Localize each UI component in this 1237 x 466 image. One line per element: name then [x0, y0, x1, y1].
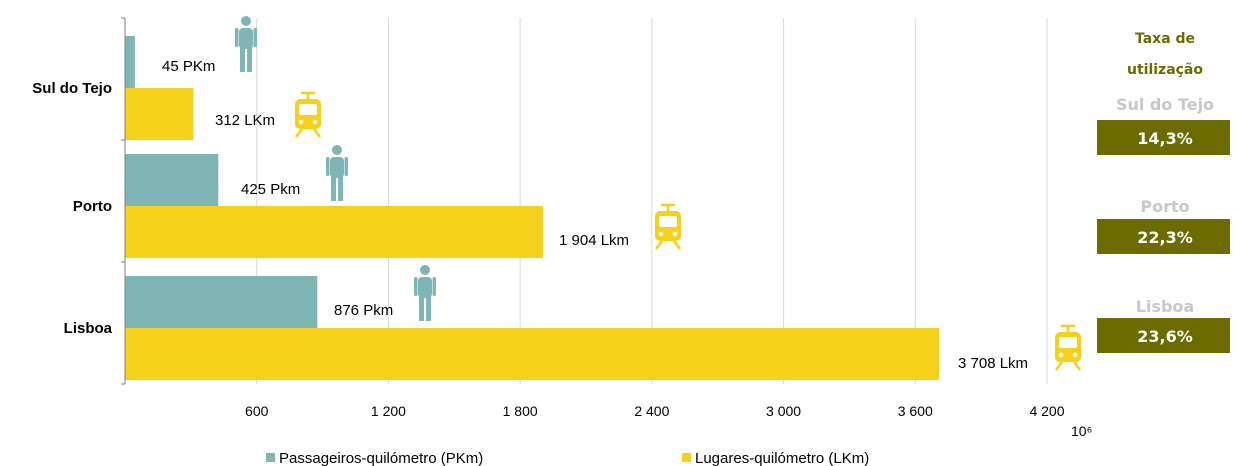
tram-rail: [313, 128, 321, 138]
category-labels: Sul do Tejo Porto Lisboa: [32, 80, 112, 337]
bars: [125, 36, 939, 380]
legend-label: Passageiros-quilómetro (PKm): [279, 450, 483, 466]
person-leg: [338, 176, 343, 201]
y-axis: [121, 17, 126, 385]
person-leg: [247, 47, 252, 72]
person-leg: [426, 296, 431, 321]
tram-icon: [1055, 324, 1081, 371]
pkm-bar: [125, 36, 135, 88]
x-tick-labels: 600 1 200 1 800 2 400 3 000 3 600 4 200: [245, 403, 1065, 419]
legend-swatch: [682, 453, 691, 462]
legend: Passageiros-quilómetro (PKm) Lugares-quil…: [266, 450, 869, 466]
tram-window: [299, 104, 317, 115]
tram-rail: [295, 128, 303, 138]
tram-light: [312, 119, 318, 125]
data-labels: 45 PKm 312 LKm 425 Pkm 1 904 Lkm 876 Pkm 3 70…: [162, 58, 1028, 372]
category-label: Porto: [73, 198, 112, 215]
person-head: [241, 16, 251, 26]
person-leg: [240, 47, 245, 72]
utilization-badge: [1097, 120, 1230, 155]
person-leg: [331, 176, 336, 201]
tram-window: [659, 216, 677, 227]
utilization-badge: [1097, 318, 1230, 353]
utilization-value: 23,6%: [1137, 327, 1193, 346]
tram-rail: [1073, 361, 1081, 371]
x-tick-label: 3 000: [766, 403, 801, 419]
utilization-badge: [1097, 219, 1230, 254]
x-tick-label: 1 800: [503, 403, 538, 419]
person-arm: [235, 28, 239, 47]
gridlines: [256, 18, 1048, 384]
region-label: Porto: [1140, 197, 1189, 216]
person-torso: [418, 277, 432, 298]
lkm-value-label: 312 LKm: [215, 112, 275, 129]
lkm-value-label: 3 708 Lkm: [958, 355, 1028, 372]
person-arm: [253, 28, 257, 47]
legend-swatch: [266, 453, 275, 462]
person-head: [420, 265, 430, 275]
icons: [235, 16, 1081, 371]
tram-rail: [1055, 361, 1063, 371]
lkm-bar: [125, 206, 543, 258]
tram-icon: [295, 91, 321, 138]
lkm-value-label: 1 904 Lkm: [559, 232, 629, 249]
utilization-value: 14,3%: [1137, 129, 1193, 148]
category-label: Lisboa: [64, 320, 113, 337]
category-label: Sul do Tejo: [32, 80, 112, 97]
pkm-value-label: 876 Pkm: [334, 302, 393, 319]
person-torso: [330, 157, 344, 178]
x-tick-label: 1 200: [371, 403, 406, 419]
person-leg: [419, 296, 424, 321]
lkm-bar: [125, 88, 194, 140]
person-arm: [326, 157, 330, 176]
person-icon: [235, 16, 257, 72]
tram-icon: [655, 203, 681, 250]
tram-light: [1072, 352, 1078, 358]
tram-light: [298, 119, 304, 125]
x-tick-label: 4 200: [1029, 403, 1064, 419]
legend-label: Lugares-quilómetro (LKm): [695, 450, 869, 466]
x-tick-label: 3 600: [898, 403, 933, 419]
region-label: Sul do Tejo: [1116, 95, 1214, 114]
tram-rail: [673, 240, 681, 250]
region-label: Lisboa: [1136, 297, 1194, 316]
pkm-value-label: 425 Pkm: [241, 181, 300, 198]
x-unit-label: 10⁶: [1071, 423, 1092, 439]
panel-title: Taxa de: [1135, 31, 1195, 47]
person-torso: [239, 28, 253, 49]
person-icon: [414, 265, 436, 321]
person-head: [332, 145, 342, 155]
person-arm: [414, 277, 418, 296]
tram-light: [672, 231, 678, 237]
person-arm: [432, 277, 436, 296]
person-icon: [326, 145, 348, 201]
tram-light: [1058, 352, 1064, 358]
lkm-bar: [125, 328, 939, 380]
panel-title: utilização: [1127, 62, 1203, 78]
tram-window: [1059, 337, 1077, 348]
utilization-panel: Taxa de utilização Sul do Tejo 14,3% Porto 22…: [1097, 31, 1230, 353]
tram-rail: [655, 240, 663, 250]
x-tick-label: 2 400: [634, 403, 669, 419]
person-arm: [344, 157, 348, 176]
utilization-value: 22,3%: [1137, 228, 1193, 247]
x-tick-label: 600: [245, 403, 269, 419]
pkm-value-label: 45 PKm: [162, 58, 215, 75]
tram-light: [658, 231, 664, 237]
pkm-bar: [125, 154, 219, 206]
pkm-bar: [125, 276, 318, 328]
